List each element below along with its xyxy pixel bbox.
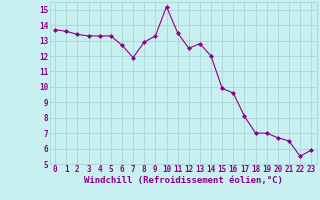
X-axis label: Windchill (Refroidissement éolien,°C): Windchill (Refroidissement éolien,°C): [84, 176, 283, 185]
